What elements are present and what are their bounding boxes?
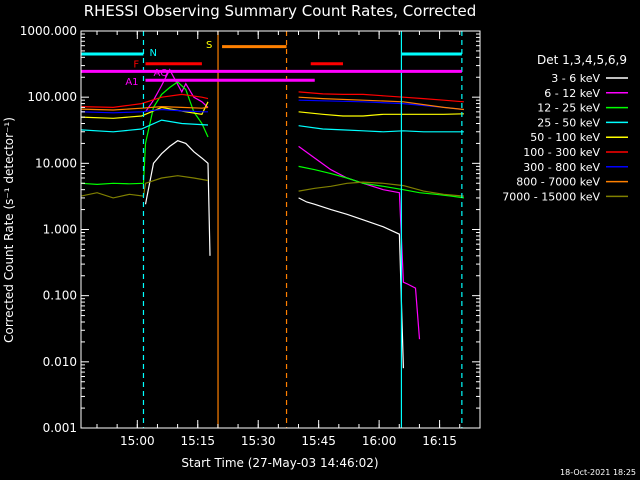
legend-label: 7000 - 15000 keV	[502, 190, 600, 203]
footer-date: 18-Oct-2021 18:25	[560, 468, 636, 477]
flag-label: A1	[125, 77, 138, 88]
series-line-7	[298, 99, 464, 111]
series-line-5	[298, 111, 464, 117]
series-line-4	[81, 119, 209, 133]
x-tick-label: 15:00	[120, 434, 155, 448]
flag-label: S	[206, 40, 212, 51]
series-line-3	[298, 165, 464, 199]
x-tick-label: 16:15	[422, 434, 457, 448]
legend: Det 1,3,4,5,6,9 3 - 6 keV 6 - 12 keV 12 - …	[502, 53, 628, 203]
legend-label: 3 - 6 keV	[551, 72, 600, 85]
x-tick-label: 15:45	[301, 434, 336, 448]
legend-label: 25 - 50 keV	[537, 116, 600, 129]
series-line-2	[145, 68, 209, 113]
series-layer	[81, 68, 464, 369]
x-tick-label: 16:00	[362, 434, 397, 448]
y-tick-label: 0.010	[43, 355, 77, 369]
vertical-lines	[142, 31, 463, 428]
series-line-9	[81, 175, 209, 199]
series-line-2	[298, 145, 421, 340]
series-line-4	[298, 125, 464, 133]
series-line-8	[298, 96, 464, 111]
y-tick-label: 10.000	[35, 156, 77, 170]
series-line-9	[298, 181, 464, 197]
y-tick-label: 1.000	[43, 223, 77, 237]
flag-label: AQ	[154, 68, 169, 79]
legend-label: 100 - 300 keV	[523, 146, 600, 159]
legend-label: 6 - 12 keV	[544, 87, 600, 100]
x-tick-label: 15:15	[180, 434, 215, 448]
legend-label: 800 - 7000 keV	[516, 176, 600, 189]
chart-title: RHESSI Observing Summary Count Rates, Co…	[84, 2, 477, 20]
y-axis: 0.001 0.010 0.100 1.000 10.000 100.000 1000.00…	[20, 24, 480, 435]
y-tick-label: 100.000	[27, 90, 77, 104]
legend-label: 50 - 100 keV	[530, 131, 600, 144]
series-line-1	[298, 197, 404, 369]
y-tick-label: 0.100	[43, 289, 77, 303]
flag-label: N	[150, 48, 157, 59]
series-line-6	[298, 91, 464, 103]
plot-frame	[80, 30, 481, 429]
series-line-5	[81, 101, 209, 119]
legend-label: 12 - 25 keV	[537, 102, 600, 115]
series-line-3	[81, 81, 209, 186]
x-axis-label: Start Time (27-May-03 14:46:02)	[181, 456, 378, 470]
flag-label: F	[133, 60, 139, 71]
x-axis: 15:00 15:15 15:30 15:45 16:00 16:15	[96, 31, 461, 448]
y-tick-label: 1000.000	[20, 24, 77, 38]
legend-title: Det 1,3,4,5,6,9	[537, 53, 627, 67]
series-line-1	[144, 140, 211, 256]
y-tick-label: 0.001	[43, 421, 77, 435]
series-line-8	[81, 105, 209, 111]
flag-bars: NF AQ A1 S	[81, 40, 462, 88]
series-line-6	[81, 93, 209, 109]
y-axis-label: Corrected Count Rate (s⁻¹ detector⁻¹)	[2, 117, 16, 343]
x-tick-label: 15:30	[241, 434, 276, 448]
legend-label: 300 - 800 keV	[523, 161, 600, 174]
series-line-7	[81, 108, 208, 114]
